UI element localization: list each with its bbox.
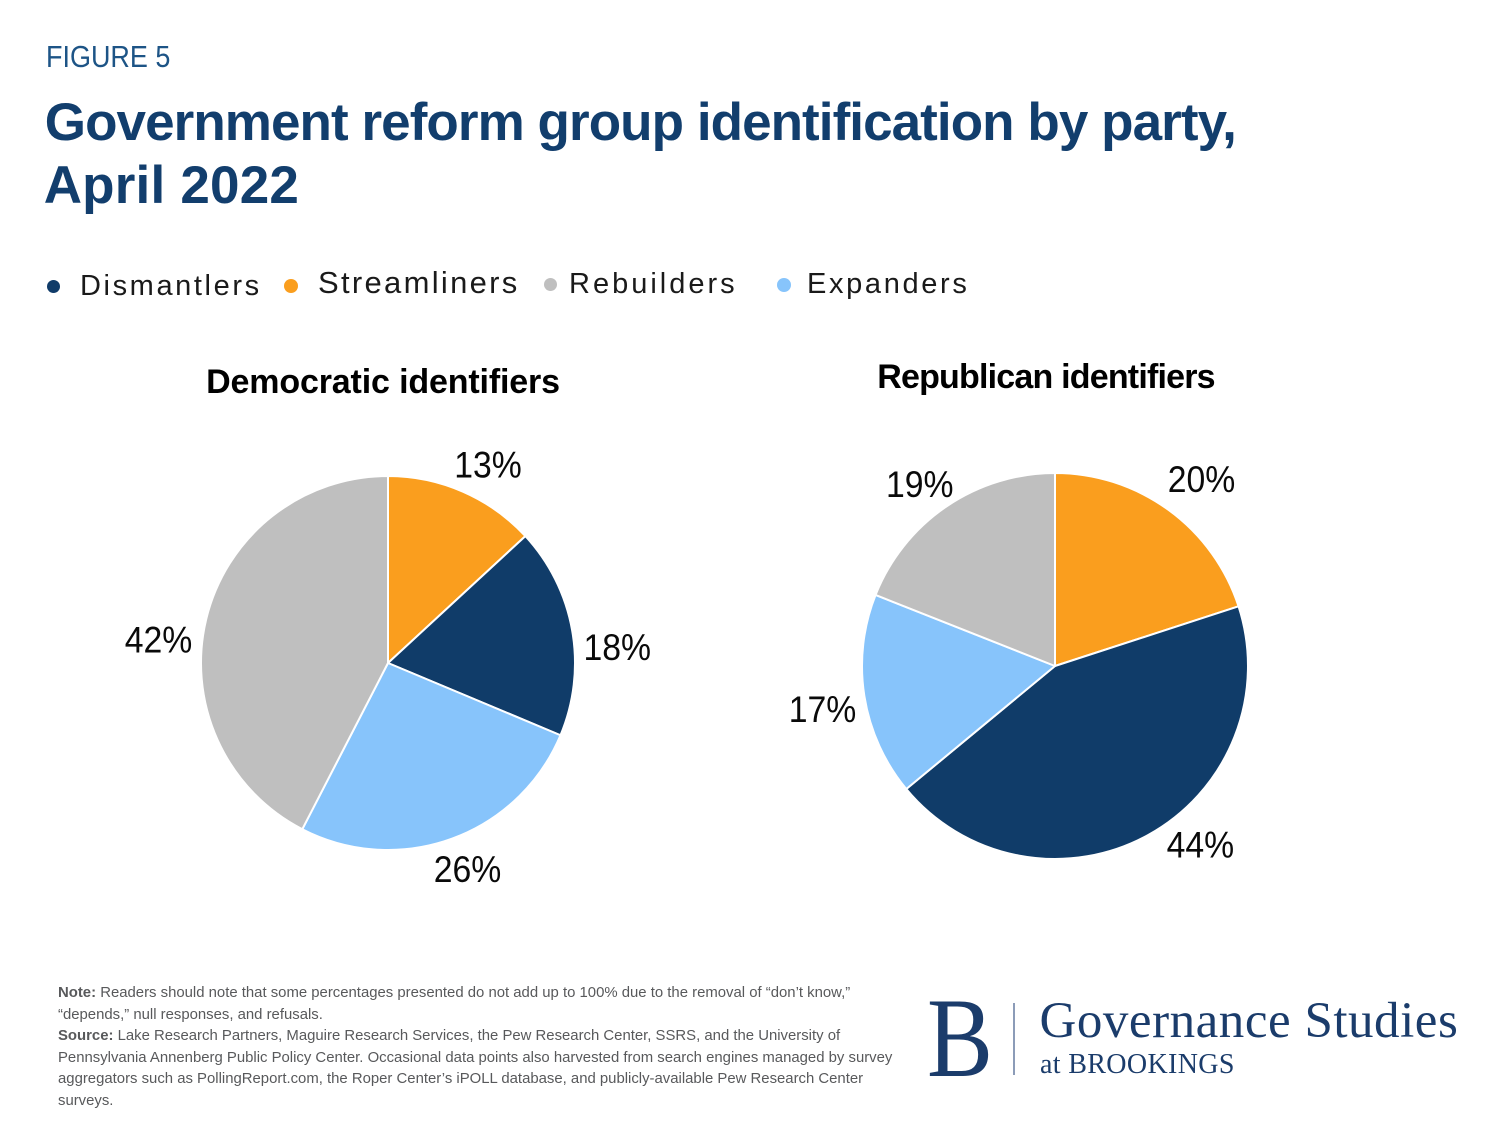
svg-text:18%: 18% [584, 626, 652, 668]
svg-text:17%: 17% [789, 688, 857, 730]
svg-text:19%: 19% [886, 463, 954, 505]
svg-text:42%: 42% [125, 619, 193, 661]
svg-text:13%: 13% [454, 444, 522, 486]
svg-text:26%: 26% [434, 848, 502, 890]
svg-text:20%: 20% [1168, 458, 1236, 500]
svg-text:44%: 44% [1167, 824, 1235, 866]
